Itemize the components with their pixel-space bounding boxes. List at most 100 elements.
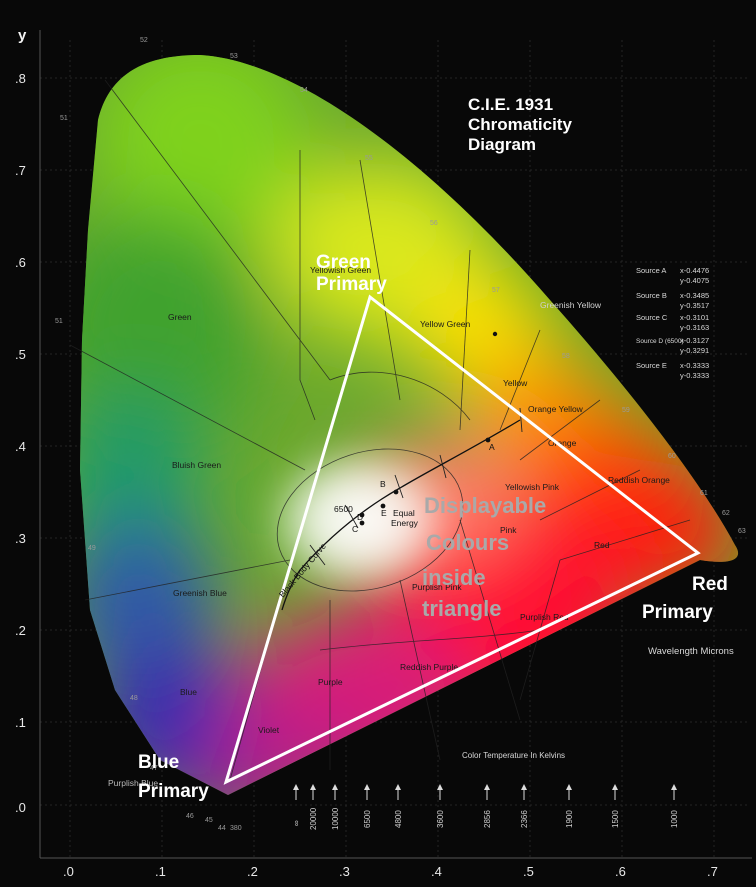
wl-tick: 59 bbox=[622, 407, 630, 414]
x-tick: .2 bbox=[247, 864, 258, 879]
y-tick: .8 bbox=[15, 71, 26, 86]
region-greenish-yellow: Greenish Yellow bbox=[540, 300, 602, 310]
temp-inf: ∞ bbox=[292, 820, 301, 826]
blue-primary-line-2: Primary bbox=[138, 781, 209, 802]
wavelength-label: Wavelength Microns bbox=[648, 646, 734, 657]
wl-tick: 46 bbox=[186, 813, 194, 820]
source-d-name: Source D (6500) bbox=[636, 338, 684, 345]
source-e-x: x-0.3333 bbox=[680, 361, 709, 370]
region-labels: Green Yellowish Green Yellow Green Green… bbox=[108, 265, 670, 788]
primary-labels: Green Primary Red Primary Blue Primary bbox=[138, 252, 728, 802]
black-body-curve bbox=[281, 419, 521, 611]
label-source-b: B bbox=[380, 479, 386, 489]
y-tick: .7 bbox=[15, 163, 26, 178]
source-d-x: x-0.3127 bbox=[680, 336, 709, 345]
wl-tick: 54 bbox=[300, 87, 308, 94]
temp-20000: 20000 bbox=[309, 807, 318, 830]
temp-3600: 3600 bbox=[436, 810, 445, 828]
temp-1000: 1000 bbox=[670, 810, 679, 828]
source-a-name: Source A bbox=[636, 266, 666, 275]
displayable-line-3: inside bbox=[422, 565, 486, 590]
region-yellowish-pink: Yellowish Pink bbox=[505, 482, 560, 492]
region-blue: Blue bbox=[180, 687, 197, 697]
region-purplish-red: Purplish Red bbox=[520, 612, 569, 622]
region-green: Green bbox=[168, 312, 192, 322]
y-tick: .2 bbox=[15, 623, 26, 638]
temp-4800: 4800 bbox=[394, 810, 403, 828]
label-equal: Equal bbox=[393, 508, 415, 518]
source-b-y: y-0.3517 bbox=[680, 301, 709, 310]
region-red: Red bbox=[594, 540, 610, 550]
wl-tick: 380 bbox=[230, 825, 242, 832]
region-boundaries bbox=[69, 79, 691, 781]
region-orange-yellow: Orange Yellow bbox=[528, 404, 584, 414]
displayable-line-2: Colours bbox=[426, 530, 509, 555]
temp-2366: 2366 bbox=[520, 810, 529, 828]
source-a-y: y-0.4075 bbox=[680, 276, 709, 285]
red-primary-line-2: Primary bbox=[642, 602, 713, 623]
wl-tick: 49 bbox=[88, 545, 96, 552]
region-purplish-blue: Purplish Blue bbox=[108, 778, 158, 788]
green-primary-line-2: Primary bbox=[316, 274, 387, 295]
region-yellow: Yellow bbox=[503, 378, 528, 388]
source-b-x: x-0.3485 bbox=[680, 291, 709, 300]
wl-tick: 58 bbox=[562, 353, 570, 360]
temperature-values: ∞ 20000 10000 6500 4800 3600 2856 2366 1… bbox=[292, 807, 679, 830]
temp-10000: 10000 bbox=[331, 807, 340, 830]
displayable-gamut-triangle bbox=[223, 294, 701, 785]
wavelength-ticks: 51 52 53 54 55 56 57 58 59 60 61 62 63 5… bbox=[55, 37, 746, 832]
x-tick: .6 bbox=[615, 864, 626, 879]
region-yellow-green: Yellow Green bbox=[420, 319, 471, 329]
wl-tick: 60 bbox=[668, 453, 676, 460]
label-source-a: A bbox=[489, 442, 495, 452]
displayable-note: Displayable Colours inside triangle bbox=[422, 493, 546, 621]
region-purple: Purple bbox=[318, 677, 343, 687]
x-tick: .4 bbox=[431, 864, 442, 879]
title-line-1: C.I.E. 1931 bbox=[468, 95, 553, 114]
source-e-name: Source E bbox=[636, 361, 667, 370]
source-c-y: y-0.3163 bbox=[680, 323, 709, 332]
y-axis-label: y bbox=[18, 27, 27, 44]
source-b-name: Source B bbox=[636, 291, 667, 300]
region-pink: Pink bbox=[500, 525, 517, 535]
displayable-line-4: triangle bbox=[422, 596, 501, 621]
source-e-y: y-0.3333 bbox=[680, 371, 709, 380]
temp-1900: 1900 bbox=[565, 810, 574, 828]
region-purplish-pink: Purplish Pink bbox=[412, 582, 462, 592]
wl-tick: 48 bbox=[130, 695, 138, 702]
region-orange: Orange bbox=[548, 438, 577, 448]
region-greenish-blue: Greenish Blue bbox=[173, 588, 227, 598]
wl-tick: 52 bbox=[140, 37, 148, 44]
wl-tick: 47 bbox=[150, 765, 158, 772]
wl-tick: 55 bbox=[365, 155, 373, 162]
label-6500: 6500 bbox=[334, 504, 353, 514]
sources-table: Source A x-0.4476 y-0.4075 Source B x-0.… bbox=[636, 266, 709, 380]
source-e-dot bbox=[380, 503, 386, 509]
x-tick: .5 bbox=[523, 864, 534, 879]
source-c-x: x-0.3101 bbox=[680, 313, 709, 322]
blue-primary-line-1: Blue bbox=[138, 752, 179, 773]
region-violet: Violet bbox=[258, 725, 280, 735]
source-d-dot bbox=[359, 512, 365, 518]
wl-tick: 53 bbox=[230, 53, 238, 60]
region-yellowish-green: Yellowish Green bbox=[310, 265, 371, 275]
greenish-yellow-dot bbox=[492, 331, 498, 337]
x-tick: .3 bbox=[339, 864, 350, 879]
region-bluish-green: Bluish Green bbox=[172, 460, 221, 470]
label-source-e: E bbox=[381, 508, 387, 518]
wl-tick: 62 bbox=[722, 510, 730, 517]
wl-tick: 63 bbox=[738, 528, 746, 535]
y-tick: .1 bbox=[15, 715, 26, 730]
title-line-3: Diagram bbox=[468, 135, 536, 154]
source-c-name: Source C bbox=[636, 313, 668, 322]
green-primary-line-1: Green bbox=[316, 252, 371, 273]
wl-tick: 51 bbox=[60, 115, 68, 122]
y-tick: .5 bbox=[15, 347, 26, 362]
wl-tick: 45 bbox=[205, 817, 213, 824]
x-tick: .0 bbox=[63, 864, 74, 879]
title-line-2: Chromaticity bbox=[468, 115, 572, 134]
source-a-dot bbox=[485, 437, 491, 443]
